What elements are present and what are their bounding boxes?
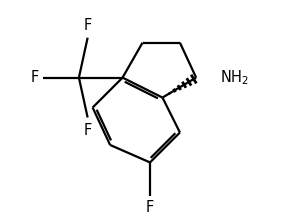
Text: F: F <box>83 18 92 33</box>
Text: F: F <box>83 123 92 138</box>
Text: NH$_2$: NH$_2$ <box>220 68 249 87</box>
Text: F: F <box>31 70 39 85</box>
Text: F: F <box>146 200 154 215</box>
